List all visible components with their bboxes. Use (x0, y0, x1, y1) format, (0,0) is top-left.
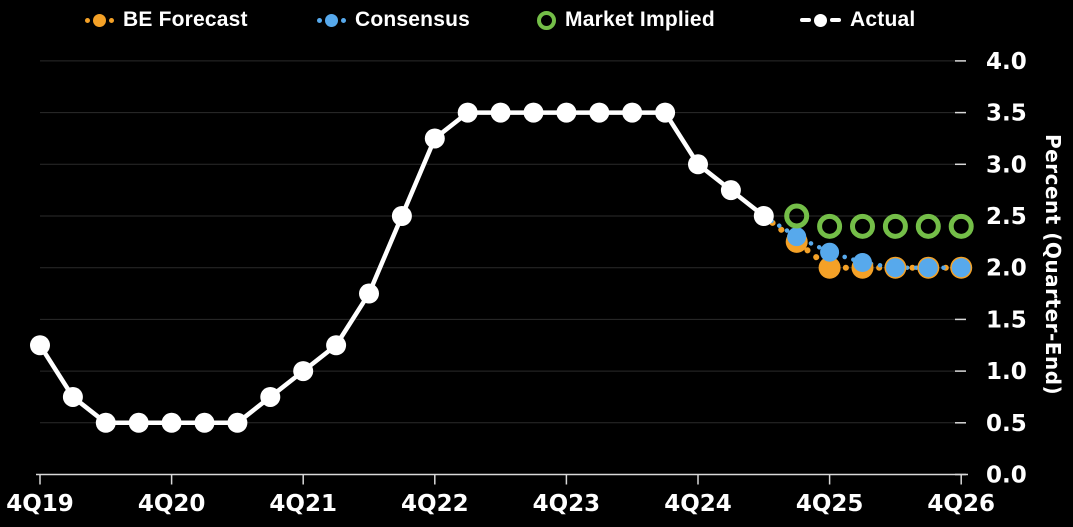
legend-item-actual[interactable]: Actual (800, 4, 915, 36)
series-markers-consensus (787, 227, 971, 278)
data-point (95, 412, 116, 433)
data-point (523, 102, 544, 123)
legend-item-consensus[interactable]: Consensus (317, 4, 470, 36)
data-point (227, 412, 248, 433)
x-tick-label: 4Q23 (533, 491, 601, 517)
data-point (556, 102, 577, 123)
legend-item-market-implied[interactable]: Market Implied (537, 4, 715, 36)
data-point (951, 258, 971, 278)
data-point (915, 213, 941, 239)
data-point (457, 102, 478, 123)
data-point (784, 203, 810, 229)
chart-legend: BE Forecast Consensus Market Implied Act… (0, 4, 1073, 36)
y-tick-label: 3.0 (986, 152, 1027, 178)
data-point (128, 412, 149, 433)
data-point (817, 213, 843, 239)
actual-marker-icon (800, 13, 841, 27)
data-point (424, 128, 445, 149)
legend-item-be-forecast[interactable]: BE Forecast (85, 4, 248, 36)
y-tick-label: 2.5 (986, 204, 1027, 230)
data-point (720, 180, 741, 201)
be-forecast-marker-icon (85, 13, 114, 27)
x-tick-label: 4Q22 (401, 491, 469, 517)
x-tick-label: 4Q24 (664, 491, 732, 517)
series-markers-actual (30, 102, 774, 433)
data-point (30, 335, 50, 356)
y-tick-label: 2.0 (986, 256, 1027, 282)
data-point (490, 102, 511, 123)
y-tick-label: 0.5 (986, 411, 1027, 437)
axes: 0.0 0.5 1.0 1.5 2.0 2.5 3.0 3.5 4.0 4Q19 4Q20 4Q21 4… (6, 49, 1027, 517)
data-point (194, 412, 215, 433)
data-point (293, 361, 314, 382)
data-point (948, 213, 974, 239)
data-point (161, 412, 182, 433)
data-point (589, 102, 610, 123)
series-markers-be-forecast (785, 230, 973, 279)
y-tick-label: 4.0 (986, 49, 1027, 75)
consensus-marker-icon (317, 13, 346, 27)
data-point (622, 102, 643, 123)
data-point (688, 154, 708, 175)
data-point (885, 258, 905, 278)
gridlines (40, 60, 966, 424)
market-implied-marker-icon (537, 10, 556, 30)
legend-label: Consensus (355, 8, 470, 31)
x-tick-label: 4Q25 (796, 491, 864, 517)
data-point (818, 256, 841, 279)
legend-label: Actual (850, 8, 916, 31)
data-point (260, 386, 281, 407)
data-point (359, 283, 379, 304)
x-tick-label: 4Q26 (927, 491, 995, 517)
x-tick-label: 4Q21 (269, 491, 337, 517)
y-tick-label: 3.5 (986, 101, 1027, 127)
y-tick-label: 0.0 (986, 463, 1027, 489)
y-axis-title: Percent (Quarter-End) (1041, 134, 1065, 396)
data-point (918, 258, 938, 278)
x-tick-label: 4Q19 (6, 491, 74, 517)
data-point (655, 102, 676, 123)
data-point (787, 227, 807, 247)
data-point (62, 386, 83, 407)
data-point (391, 206, 412, 226)
y-tick-label: 1.5 (986, 307, 1027, 333)
x-tick-label: 4Q20 (138, 491, 206, 517)
data-point (850, 213, 875, 239)
legend-label: Market Implied (565, 8, 715, 31)
data-point (326, 335, 347, 356)
data-point (753, 206, 774, 226)
data-point (882, 213, 908, 239)
y-tick-label: 1.0 (986, 359, 1027, 385)
data-point (820, 242, 840, 262)
legend-label: BE Forecast (123, 8, 248, 31)
series-markers-market-implied (784, 203, 974, 239)
data-point (853, 253, 872, 273)
